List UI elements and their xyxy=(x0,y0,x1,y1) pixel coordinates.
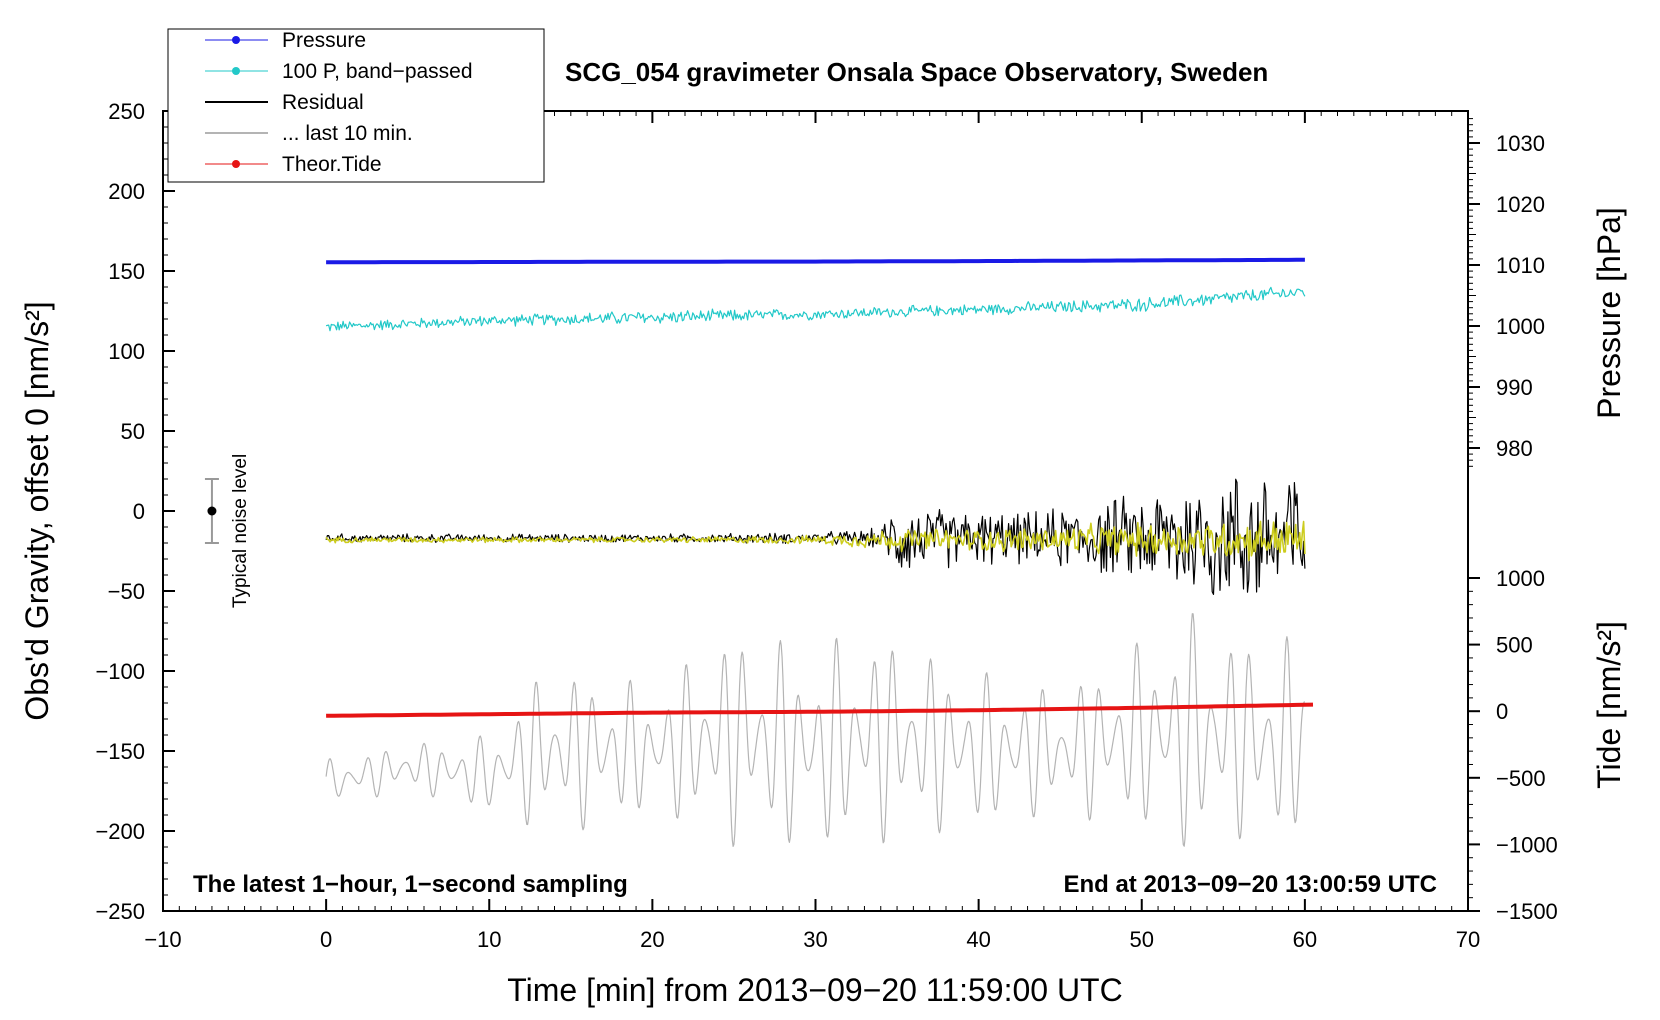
x-tick-label: 60 xyxy=(1293,927,1317,952)
legend-label: 100 P, band−passed xyxy=(282,60,473,83)
y-tick-label: −100 xyxy=(95,659,145,684)
pressure-tick-label: 1020 xyxy=(1496,192,1545,217)
end-time-annotation: End at 2013−09−20 13:00:59 UTC xyxy=(1063,871,1437,898)
y-tick-label: 200 xyxy=(108,179,145,204)
series-layer xyxy=(325,257,1314,847)
tide-axis-title: Tide [nm/s²] xyxy=(1591,621,1627,789)
chart-title: SCG_054 gravimeter Onsala Space Observat… xyxy=(565,57,1268,87)
pressure-tick-label: 1000 xyxy=(1496,314,1545,339)
legend-marker xyxy=(232,67,240,75)
x-tick-label: 0 xyxy=(320,927,332,952)
series-100-p-band-passed xyxy=(325,286,1306,332)
legend-label: Residual xyxy=(282,91,364,114)
x-axis: −10 0 10 20 30 40 50 60 70 xyxy=(144,111,1480,952)
sampling-annotation: The latest 1−hour, 1−second sampling xyxy=(193,871,628,898)
tide-tick-label: 1000 xyxy=(1496,566,1545,591)
tide-tick-label: 500 xyxy=(1496,633,1533,658)
pressure-tick-label: 1030 xyxy=(1496,131,1545,156)
noise-bar-center xyxy=(207,506,217,516)
x-tick-label: −10 xyxy=(144,927,181,952)
y-tick-label: −250 xyxy=(95,899,145,924)
plot-frame xyxy=(162,110,1469,912)
series--last-10-min xyxy=(325,613,1305,847)
pressure-axis-title: Pressure [hPa] xyxy=(1591,207,1627,419)
tide-axis: 1000 500 0 −500 −1000 −1500 xyxy=(1468,566,1558,924)
series-pressure xyxy=(326,257,1305,265)
series-theor-tide xyxy=(326,702,1314,718)
y-tick-label: 100 xyxy=(108,339,145,364)
noise-level-label: Typical noise level xyxy=(230,454,251,608)
legend-marker xyxy=(232,36,240,44)
tide-tick-label: −500 xyxy=(1496,766,1546,791)
y-axis-left: 250 200 150 100 50 0 −50 −100 −150 −200 −250 xyxy=(95,99,175,924)
x-tick-label: 50 xyxy=(1130,927,1154,952)
legend-box xyxy=(167,28,545,183)
y-axis-left-title: Obs'd Gravity, offset 0 [nm/s²] xyxy=(19,301,55,720)
pressure-tick-label: 990 xyxy=(1496,375,1533,400)
tide-tick-label: −1000 xyxy=(1496,832,1558,857)
y-tick-label: 250 xyxy=(108,99,145,124)
legend-label: Pressure xyxy=(282,29,366,52)
tide-tick-label: −1500 xyxy=(1496,899,1558,924)
legend-label: ... last 10 min. xyxy=(282,122,413,145)
pressure-tick-label: 980 xyxy=(1496,436,1533,461)
y-tick-label: −200 xyxy=(95,819,145,844)
x-axis-title: Time [min] from 2013−09−20 11:59:00 UTC xyxy=(507,972,1122,1008)
legend-marker xyxy=(232,160,240,168)
pressure-tick-label: 1010 xyxy=(1496,253,1545,278)
y-tick-label: 150 xyxy=(108,259,145,284)
x-tick-label: 20 xyxy=(640,927,664,952)
x-tick-label: 30 xyxy=(803,927,827,952)
legend-label: Theor.Tide xyxy=(282,153,382,176)
series-residual xyxy=(325,478,1306,595)
y-tick-label: −150 xyxy=(95,739,145,764)
x-tick-label: 70 xyxy=(1456,927,1480,952)
y-tick-label: −50 xyxy=(108,579,145,604)
tide-tick-label: 0 xyxy=(1496,699,1508,724)
x-tick-label: 10 xyxy=(477,927,501,952)
pressure-axis: 1030 1020 1010 1000 990 980 xyxy=(1468,118,1545,467)
y-tick-label: 50 xyxy=(121,419,145,444)
y-tick-label: 0 xyxy=(133,499,145,524)
legend: Pressure 100 P, band−passed Residual ... la… xyxy=(167,28,545,183)
series-residual-smoothed xyxy=(325,520,1306,562)
noise-level-indicator xyxy=(204,478,219,544)
x-tick-label: 40 xyxy=(966,927,990,952)
